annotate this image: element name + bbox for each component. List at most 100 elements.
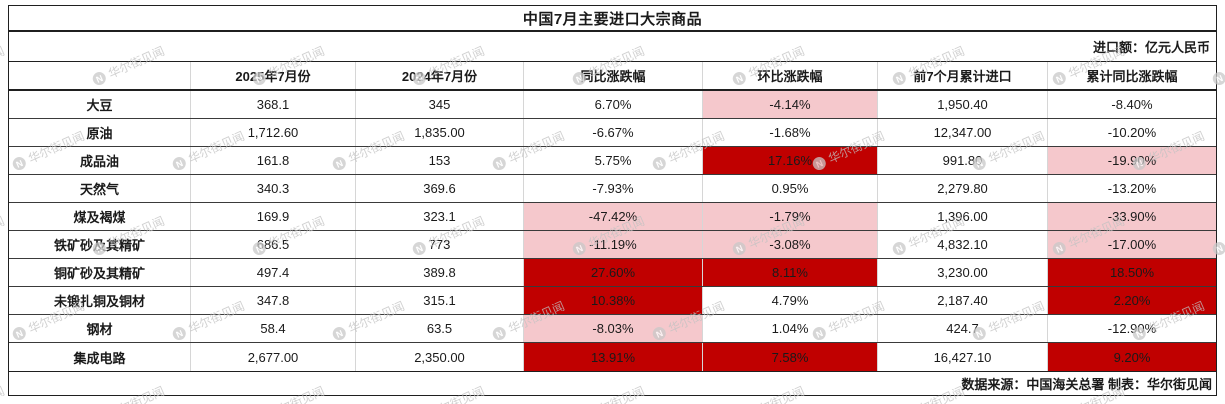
value-cell: 58.4 [190, 315, 355, 342]
table-body: 大豆 368.1 345 6.70% -4.14% 1,950.40 -8.40% 原油 1,7… [9, 91, 1216, 371]
value-cell: 424.7 [877, 315, 1047, 342]
commodity-name: 原油 [86, 126, 113, 141]
table-row: 钢材 58.4 63.5 -8.03% 1.04% 424.7 -12.90% [9, 315, 1216, 343]
value-cell: 5.75% [523, 147, 702, 174]
value-cell: 2,350.00 [355, 343, 523, 371]
value-cell: 18.50% [1047, 259, 1216, 286]
value-cell: 368.1 [190, 91, 355, 118]
commodities-import-table: 中国7月主要进口大宗商品 进口额：亿元人民币 2025年7月份 2024年7月份同… [8, 5, 1217, 396]
value-cell: 497.4 [190, 259, 355, 286]
commodity-name: 煤及褐煤 [73, 210, 126, 225]
watermark-text: 华尔街见闻 [0, 213, 7, 252]
value-cell: 369.6 [355, 175, 523, 202]
header-cell: 2024年7月份 [355, 62, 523, 89]
header-cell: 前7个月累计进口 [877, 62, 1047, 89]
value-cell: 2,279.80 [877, 175, 1047, 202]
watermark-logo-icon: N [970, 0, 988, 3]
table-row: 铁矿砂及其精矿 686.5 773 -11.19% -3.08% 4,832.10 -17.… [9, 231, 1216, 259]
header-cell: 同比涨跌幅 [523, 62, 702, 89]
value-cell: 161.8 [190, 147, 355, 174]
table-row: 煤及褐煤 169.9 323.1 -47.42% -1.79% 1,396.00 -33.9… [9, 203, 1216, 231]
value-cell: 169.9 [190, 203, 355, 230]
table-row: 成品油 161.8 153 5.75% 17.16% 991.80 -19.90% [9, 147, 1216, 175]
commodity-name: 铁矿砂及其精矿 [53, 238, 145, 253]
watermark-logo-icon: N [170, 0, 188, 3]
value-cell: 10.38% [523, 287, 702, 314]
value-cell: 4.79% [702, 287, 877, 314]
value-cell: 340.3 [190, 175, 355, 202]
source-note-row: 数据来源：中国海关总署 制表：华尔街见闻 [9, 371, 1216, 395]
value-cell: -12.90% [1047, 315, 1216, 342]
value-cell: 686.5 [190, 231, 355, 258]
value-cell: 345 [355, 91, 523, 118]
table-header-row: 2025年7月份 2024年7月份 同比涨跌幅 环比涨跌幅 前7个月累计进口 累计同比涨跌… [9, 61, 1216, 91]
table-row: 集成电路 2,677.00 2,350.00 13.91% 7.58% 16,427.10… [9, 343, 1216, 371]
value-cell: -10.20% [1047, 119, 1216, 146]
value-cell: 2,677.00 [190, 343, 355, 371]
value-cell: 389.8 [355, 259, 523, 286]
table-row: 未锻扎铜及铜材 347.8 315.1 10.38% 4.79% 2,187.40 2.20… [9, 287, 1216, 315]
table-row: 铜矿砂及其精矿 497.4 389.8 27.60% 8.11% 3,230.00 18.5… [9, 259, 1216, 287]
watermark-logo-icon: N [10, 0, 28, 3]
table-row: 天然气 340.3 369.6 -7.93% 0.95% 2,279.80 -13.20% [9, 175, 1216, 203]
commodity-name: 天然气 [79, 182, 119, 197]
value-cell: 7.58% [702, 343, 877, 371]
value-cell: 347.8 [190, 287, 355, 314]
watermark-text: 华尔街见闻 [0, 43, 7, 82]
value-cell: 9.20% [1047, 343, 1216, 371]
value-cell: 63.5 [355, 315, 523, 342]
watermark-logo-icon: N [1130, 0, 1148, 3]
watermark-logo-icon: N [490, 0, 508, 3]
header-cell: 环比涨跌幅 [702, 62, 877, 89]
commodity-name: 大豆 [86, 98, 113, 113]
value-cell: -11.19% [523, 231, 702, 258]
value-cell: 315.1 [355, 287, 523, 314]
unit-note-text: 进口额：亿元人民币 [1092, 40, 1210, 55]
value-cell: 773 [355, 231, 523, 258]
watermark-logo-icon: N [650, 0, 668, 3]
value-cell: -47.42% [523, 203, 702, 230]
value-cell: 2,187.40 [877, 287, 1047, 314]
commodity-name: 铜矿砂及其精矿 [53, 266, 145, 281]
value-cell: 17.16% [702, 147, 877, 174]
unit-note-row: 进口额：亿元人民币 [9, 32, 1216, 61]
value-cell: 16,427.10 [877, 343, 1047, 371]
value-cell: -4.14% [702, 91, 877, 118]
value-cell: 1,396.00 [877, 203, 1047, 230]
value-cell: -3.08% [702, 231, 877, 258]
value-cell: 991.80 [877, 147, 1047, 174]
watermark-logo-icon: N [810, 0, 828, 3]
source-note-text: 数据来源：中国海关总署 制表：华尔街见闻 [961, 377, 1212, 392]
value-cell: 3,230.00 [877, 259, 1047, 286]
commodity-name: 集成电路 [73, 350, 126, 366]
value-cell: -6.67% [523, 119, 702, 146]
value-cell: -1.79% [702, 203, 877, 230]
header-cell-commodity [9, 62, 190, 89]
watermark-text: 华尔街见闻 [0, 383, 7, 404]
value-cell: -1.68% [702, 119, 877, 146]
table-title-text: 中国7月主要进口大宗商品 [522, 10, 703, 28]
header-cell: 累计同比涨跌幅 [1047, 62, 1216, 89]
value-cell: -19.90% [1047, 147, 1216, 174]
table-row: 原油 1,712.60 1,835.00 -6.67% -1.68% 12,347.00-… [9, 119, 1216, 147]
header-cell: 2025年7月份 [190, 62, 355, 89]
value-cell: 27.60% [523, 259, 702, 286]
value-cell: 12,347.00 [877, 119, 1047, 146]
value-cell: 323.1 [355, 203, 523, 230]
value-cell: 2.20% [1047, 287, 1216, 314]
value-cell: 0.95% [702, 175, 877, 202]
value-cell: 153 [355, 147, 523, 174]
value-cell: -8.03% [523, 315, 702, 342]
value-cell: -17.00% [1047, 231, 1216, 258]
value-cell: -7.93% [523, 175, 702, 202]
table-row: 大豆 368.1 345 6.70% -4.14% 1,950.40 -8.40% [9, 91, 1216, 119]
commodity-name: 成品油 [79, 154, 119, 169]
